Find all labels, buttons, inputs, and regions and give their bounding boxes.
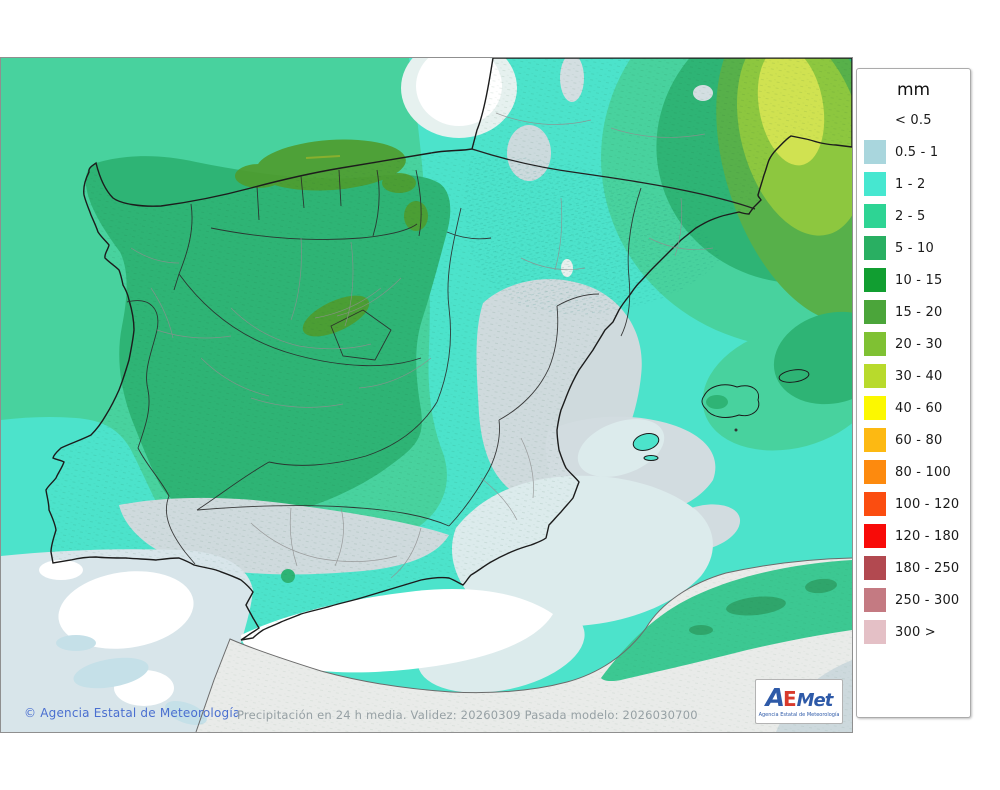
legend-row-label: 10 - 15 — [895, 272, 943, 288]
legend-row: 60 - 80 — [857, 424, 970, 456]
balearic-islands — [632, 369, 810, 461]
legend-row-label: 300 > — [895, 624, 936, 640]
legend-row-label: 1 - 2 — [895, 176, 926, 192]
legend-row: 250 - 300 — [857, 584, 970, 616]
legend-row: 40 - 60 — [857, 392, 970, 424]
legend-row-label: 180 - 250 — [895, 560, 960, 576]
province-borders — [130, 112, 714, 579]
legend-row: 30 - 40 — [857, 360, 970, 392]
legend-row: 2 - 5 — [857, 200, 970, 232]
legend-row: 10 - 15 — [857, 264, 970, 296]
legend-row: < 0.5 — [857, 104, 970, 136]
legend-color-swatch — [864, 588, 886, 612]
legend-row-label: < 0.5 — [895, 112, 932, 128]
legend-color-swatch — [864, 268, 886, 292]
legend-row-label: 80 - 100 — [895, 464, 951, 480]
legend-row: 180 - 250 — [857, 552, 970, 584]
legend-color-swatch — [864, 428, 886, 452]
legend-units-title: mm — [896, 80, 931, 100]
legend-row-label: 15 - 20 — [895, 304, 943, 320]
legend-color-swatch — [864, 204, 886, 228]
legend-row-label: 0.5 - 1 — [895, 144, 939, 160]
logo-letter-e: E — [782, 687, 797, 711]
aemet-logo-wordmark: A E Met — [765, 683, 834, 712]
legend-row: 1 - 2 — [857, 168, 970, 200]
legend-row: 120 - 180 — [857, 520, 970, 552]
map-canvas — [1, 58, 852, 732]
legend-row: 80 - 100 — [857, 456, 970, 488]
legend-row-label: 60 - 80 — [895, 432, 943, 448]
legend-row: 300 > — [857, 616, 970, 648]
legend-row: 100 - 120 — [857, 488, 970, 520]
copyright-text: © Agencia Estatal de Meteorología — [24, 706, 241, 720]
legend-row-label: 100 - 120 — [895, 496, 960, 512]
aemet-logo-caption: Agencia Estatal de Meteorología — [758, 712, 840, 718]
legend-color-swatch — [864, 172, 886, 196]
legend-row-label: 2 - 5 — [895, 208, 926, 224]
precipitation-map — [0, 57, 853, 733]
logo-letter-a: A — [765, 683, 785, 712]
legend-color-swatch — [864, 460, 886, 484]
yellow-ridge-mark — [305, 155, 341, 159]
region-borders — [126, 169, 642, 565]
france-spain-border — [471, 148, 756, 210]
legend-row-label: 20 - 30 — [895, 336, 943, 352]
legend-color-swatch — [864, 524, 886, 548]
legend-row-label: 5 - 10 — [895, 240, 934, 256]
legend-row: 0.5 - 1 — [857, 136, 970, 168]
legend-color-swatch — [864, 620, 886, 644]
legend-row-label: 120 - 180 — [895, 528, 960, 544]
legend-row-label: 30 - 40 — [895, 368, 943, 384]
legend-color-swatch — [864, 140, 886, 164]
legend-color-swatch — [864, 492, 886, 516]
legend-row: 15 - 20 — [857, 296, 970, 328]
legend-row: 20 - 30 — [857, 328, 970, 360]
legend-color-swatch — [864, 332, 886, 356]
legend-color-swatch — [864, 556, 886, 580]
legend-color-swatch — [864, 364, 886, 388]
aemet-logo: A E Met Agencia Estatal de Meteorología — [755, 679, 843, 724]
balearic-green-region — [702, 311, 852, 451]
legend-row-label: 250 - 300 — [895, 592, 960, 608]
precipitation-legend: mm < 0.5 0.5 - 1 1 - 2 2 - 5 5 - 10 10 - 15 15… — [856, 68, 971, 718]
pyrenees-hillshade — [465, 156, 721, 315]
legend-row: 5 - 10 — [857, 232, 970, 264]
legend-color-swatch — [864, 300, 886, 324]
africa-coastline — [195, 557, 852, 732]
legend-color-swatch — [864, 396, 886, 420]
logo-letters-met: Met — [796, 690, 834, 711]
legend-color-swatch — [864, 236, 886, 260]
legend-scale: < 0.5 0.5 - 1 1 - 2 2 - 5 5 - 10 10 - 15 15 - … — [857, 104, 970, 648]
africa-lightblue-patches — [56, 635, 207, 726]
legend-row-label: 40 - 60 — [895, 400, 943, 416]
model-run-status-text: Precipitación en 24 h media. Validez: 20… — [237, 708, 698, 722]
